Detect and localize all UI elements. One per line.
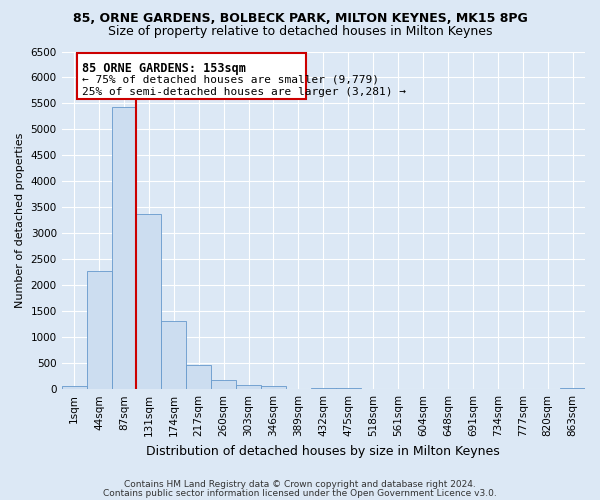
Text: Size of property relative to detached houses in Milton Keynes: Size of property relative to detached ho… xyxy=(108,25,492,38)
Text: 25% of semi-detached houses are larger (3,281) →: 25% of semi-detached houses are larger (… xyxy=(82,87,406,97)
Bar xyxy=(86,270,112,389)
Bar xyxy=(112,107,136,389)
Bar xyxy=(261,386,286,389)
FancyBboxPatch shape xyxy=(77,52,306,100)
Bar xyxy=(211,380,236,389)
Bar xyxy=(136,214,161,389)
Text: 85, ORNE GARDENS, BOLBECK PARK, MILTON KEYNES, MK15 8PG: 85, ORNE GARDENS, BOLBECK PARK, MILTON K… xyxy=(73,12,527,26)
Bar xyxy=(186,364,211,389)
Bar xyxy=(560,388,585,389)
Text: 85 ORNE GARDENS: 153sqm: 85 ORNE GARDENS: 153sqm xyxy=(82,62,245,75)
Text: Contains HM Land Registry data © Crown copyright and database right 2024.: Contains HM Land Registry data © Crown c… xyxy=(124,480,476,489)
Bar xyxy=(62,386,86,389)
Text: Contains public sector information licensed under the Open Government Licence v3: Contains public sector information licen… xyxy=(103,488,497,498)
Text: ← 75% of detached houses are smaller (9,779): ← 75% of detached houses are smaller (9,… xyxy=(82,75,379,85)
Bar xyxy=(311,388,336,389)
Bar xyxy=(161,320,186,389)
Y-axis label: Number of detached properties: Number of detached properties xyxy=(15,132,25,308)
Bar xyxy=(236,384,261,389)
X-axis label: Distribution of detached houses by size in Milton Keynes: Distribution of detached houses by size … xyxy=(146,444,500,458)
Bar xyxy=(336,388,361,389)
